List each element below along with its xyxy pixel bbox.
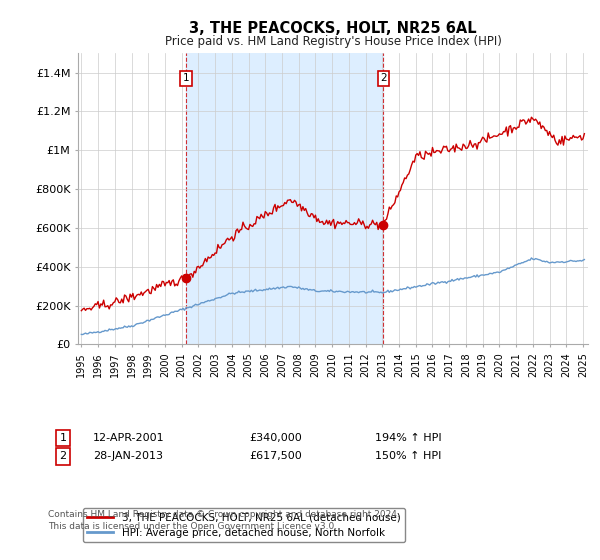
Legend: 3, THE PEACOCKS, HOLT, NR25 6AL (detached house), HPI: Average price, detached h: 3, THE PEACOCKS, HOLT, NR25 6AL (detache… <box>83 508 404 542</box>
Text: £617,500: £617,500 <box>249 451 302 461</box>
Text: Contains HM Land Registry data © Crown copyright and database right 2024.: Contains HM Land Registry data © Crown c… <box>48 510 400 519</box>
Text: Price paid vs. HM Land Registry's House Price Index (HPI): Price paid vs. HM Land Registry's House … <box>164 35 502 48</box>
Text: 28-JAN-2013: 28-JAN-2013 <box>93 451 163 461</box>
Bar <box>187 53 383 344</box>
Text: 194% ↑ HPI: 194% ↑ HPI <box>375 433 442 443</box>
Text: 1: 1 <box>183 73 190 83</box>
Text: 2: 2 <box>59 451 67 461</box>
Text: 12-APR-2001: 12-APR-2001 <box>93 433 164 443</box>
Text: 1: 1 <box>59 433 67 443</box>
Text: £340,000: £340,000 <box>249 433 302 443</box>
Text: 2: 2 <box>380 73 387 83</box>
Text: 150% ↑ HPI: 150% ↑ HPI <box>375 451 442 461</box>
Text: 3, THE PEACOCKS, HOLT, NR25 6AL: 3, THE PEACOCKS, HOLT, NR25 6AL <box>189 21 477 36</box>
Text: This data is licensed under the Open Government Licence v3.0.: This data is licensed under the Open Gov… <box>48 522 337 531</box>
